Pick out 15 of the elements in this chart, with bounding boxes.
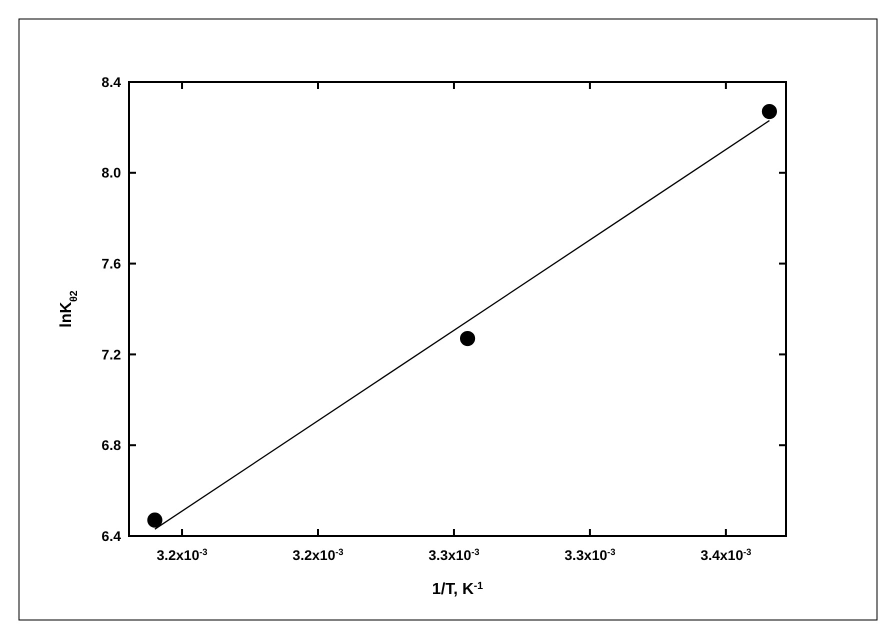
y-tick-label: 6.8 — [102, 437, 122, 454]
x-tick-label: 3.2x10$^{-3}$ — [156, 547, 208, 563]
point — [762, 104, 777, 120]
point — [460, 330, 476, 346]
y-tick-label: 7.6 — [102, 256, 122, 272]
y-tick-label: 6.4 — [102, 528, 122, 544]
y-tick-label: 7.2 — [102, 346, 122, 362]
x-tick-label: 3.2x10$^{-3}$ — [292, 547, 344, 563]
x-tick-label: 3.3x10$^{-3}$ — [564, 547, 616, 563]
point — [147, 512, 162, 528]
x-tick-label: 3.3x10$^{-3}$ — [428, 547, 480, 563]
x-axis-title: 1/T, K$^{-1}$ — [432, 580, 484, 598]
y-tick-label: 8.4 — [102, 74, 122, 90]
y-tick-label: 8.0 — [102, 164, 122, 181]
x-tick-label: 3.4x10$^{-3}$ — [700, 547, 752, 563]
